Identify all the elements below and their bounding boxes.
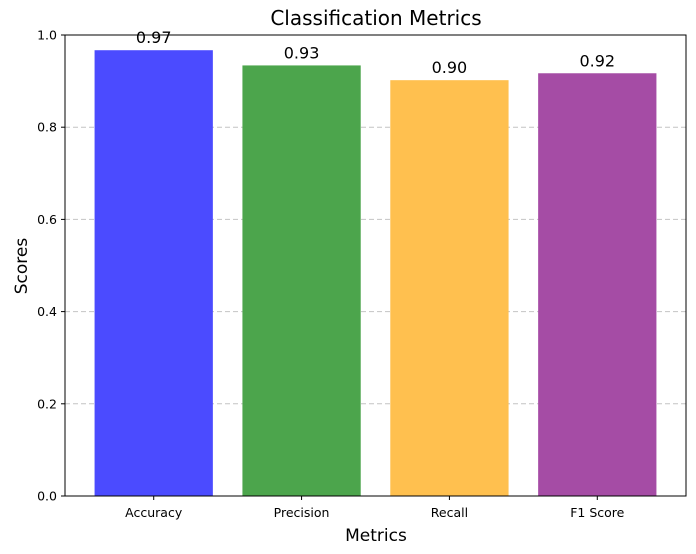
x-tick-label: F1 Score (570, 505, 624, 520)
x-tick-label: Recall (431, 505, 468, 520)
x-tick-label: Precision (274, 505, 330, 520)
data-label: 0.92 (579, 51, 615, 70)
chart-title: Classification Metrics (270, 6, 481, 30)
y-tick-label: 0.2 (37, 396, 57, 411)
bar-accuracy (94, 50, 213, 496)
data-label: 0.97 (136, 28, 172, 47)
data-labels: 0.97 0.93 0.90 0.92 (136, 28, 615, 77)
y-axis-ticks: 0.0 0.2 0.4 0.6 0.8 1.0 (37, 28, 65, 504)
y-axis-label: Scores (12, 238, 32, 295)
y-tick-label: 0.6 (37, 212, 57, 227)
bar-recall (390, 80, 509, 496)
y-tick-label: 1.0 (37, 28, 57, 43)
x-axis-ticks: Accuracy Precision Recall F1 Score (125, 496, 625, 520)
plot-frame (64, 34, 687, 497)
y-tick-label: 0.8 (37, 120, 57, 135)
data-label: 0.93 (284, 43, 320, 62)
x-axis-label: Metrics (345, 526, 407, 546)
y-tick-label: 0.0 (37, 489, 57, 504)
bars (94, 50, 657, 497)
y-tick-label: 0.4 (37, 304, 57, 319)
data-label: 0.90 (432, 58, 468, 77)
x-tick-label: Accuracy (125, 505, 183, 520)
bar-precision (242, 65, 361, 497)
bar-f1-score (538, 73, 657, 496)
